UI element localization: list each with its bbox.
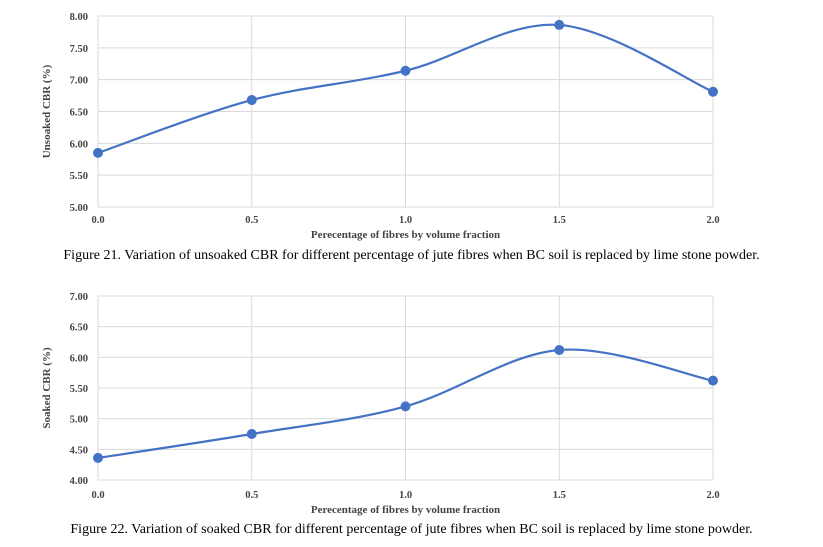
y-tick-label: 4.50 <box>70 445 88 456</box>
x-tick-label: 0.0 <box>91 215 104 226</box>
y-tick-label: 7.50 <box>70 44 88 55</box>
data-point <box>93 147 103 158</box>
x-axis-title: Perecentage of fibres by volume fraction <box>311 504 500 516</box>
y-tick-label: 5.00 <box>70 203 88 214</box>
y-axis-title: Soaked CBR (%) <box>41 347 53 429</box>
data-point <box>708 375 718 386</box>
y-tick-label: 5.50 <box>70 384 88 395</box>
x-tick-label: 1.5 <box>553 490 566 501</box>
data-point <box>400 401 411 412</box>
y-tick-label: 4.00 <box>70 476 88 487</box>
chart-unsoaked-cbr: 5.00 5.50 6.00 6.50 7.00 7.50 8.00 0.0 0.5 1.0 1.5… <box>0 0 823 270</box>
chart-soaked-cbr: 4.00 4.50 5.00 5.50 6.00 6.50 7.00 0.0 0.5 1.0 1.5… <box>0 280 823 547</box>
x-tick-label: 2.0 <box>706 490 719 501</box>
x-tick-label: 0.0 <box>91 490 104 501</box>
plot-border <box>97 295 714 481</box>
y-tick-label: 6.50 <box>70 108 88 119</box>
y-tick-label: 6.50 <box>70 323 88 334</box>
y-tick-label: 8.00 <box>70 12 88 23</box>
plot-border <box>97 15 714 208</box>
y-tick-label: 7.00 <box>70 76 88 87</box>
x-tick-label: 1.0 <box>399 215 412 226</box>
x-tick-label: 2.0 <box>706 215 719 226</box>
data-point <box>246 429 257 439</box>
x-tick-label: 1.0 <box>399 490 412 501</box>
y-tick-label: 6.00 <box>70 353 88 364</box>
chart-2-svg: 4.00 4.50 5.00 5.50 6.00 6.50 7.00 0.0 0.5 1.0 1.5… <box>41 292 720 516</box>
figure-22-caption: Figure 22. Variation of soaked CBR for d… <box>70 522 753 537</box>
data-point <box>708 86 718 97</box>
y-axis-title: Unsoaked CBR (%) <box>41 64 53 158</box>
x-tick-label: 1.5 <box>553 215 566 226</box>
y-tick-label: 7.00 <box>70 292 88 303</box>
data-point <box>93 452 103 463</box>
x-axis-title: Perecentage of fibres by volume fraction <box>311 229 500 241</box>
data-point <box>554 344 565 355</box>
data-point <box>400 65 411 76</box>
y-tick-label: 5.50 <box>70 171 88 182</box>
x-tick-label: 0.5 <box>245 215 258 226</box>
y-tick-label: 6.00 <box>70 139 88 150</box>
figure-21-caption: Figure 21. Variation of unsoaked CBR for… <box>63 248 760 263</box>
data-point <box>554 19 565 30</box>
data-point <box>246 95 257 106</box>
chart-1-svg: 5.00 5.50 6.00 6.50 7.00 7.50 8.00 0.0 0.5 1.0 1.5… <box>41 12 720 241</box>
x-tick-label: 0.5 <box>245 490 258 501</box>
y-tick-label: 5.00 <box>70 415 88 426</box>
